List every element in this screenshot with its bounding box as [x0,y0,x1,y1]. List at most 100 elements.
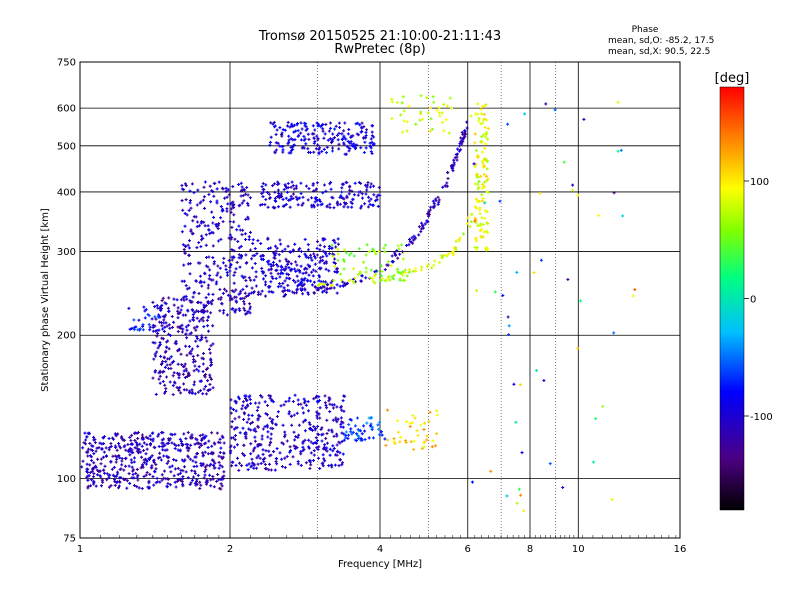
data-point [302,397,306,401]
data-point [307,409,310,413]
data-point [244,261,248,265]
data-point [279,404,283,408]
data-point [128,481,132,485]
data-point [266,404,269,407]
data-point [377,186,381,189]
data-point [296,436,300,439]
data-point [283,204,287,208]
data-point [311,274,315,278]
data-point [143,309,147,313]
data-point [311,268,315,272]
data-point [393,251,397,255]
data-point [181,208,185,212]
data-point [263,456,267,460]
data-point [330,141,333,145]
data-point [307,137,311,141]
data-point [245,398,248,402]
data-point [407,271,411,274]
data-point [202,309,206,313]
data-point [176,448,180,452]
data-point [423,421,426,425]
data-point [475,154,479,157]
data-point [369,146,373,150]
data-point [284,400,288,404]
data-point [474,149,478,152]
data-point [489,469,493,473]
data-point [448,96,452,100]
data-point [416,433,420,437]
data-point [196,473,200,477]
data-point [181,475,185,479]
data-point [219,296,223,299]
data-point [286,120,290,124]
data-point [341,284,345,288]
data-point [566,278,570,281]
data-point [372,135,376,139]
data-point [107,476,111,480]
data-point [313,128,317,132]
data-point [366,205,370,209]
data-point [142,475,146,478]
data-point [220,301,224,305]
data-point [253,439,257,443]
data-point [359,429,362,433]
data-point [158,381,162,385]
data-point [144,462,148,466]
data-point [311,183,315,187]
data-point [252,462,256,466]
data-point [481,182,484,186]
x-tick-label: 16 [674,544,687,555]
data-point [192,358,196,361]
data-point [194,328,198,332]
data-point [535,369,538,372]
data-point [113,454,117,458]
data-point [336,237,340,241]
data-points [80,94,637,513]
data-point [428,106,432,110]
data-point [345,194,349,198]
data-point [82,441,86,445]
data-point [284,196,288,200]
data-point [518,383,522,387]
data-point [299,181,303,185]
data-point [322,147,326,151]
data-point [485,179,489,183]
data-point [340,186,344,190]
data-point [473,205,477,209]
data-point [312,449,316,453]
data-point [480,193,484,197]
data-point [318,146,322,150]
data-point [368,424,372,428]
data-point [284,202,288,206]
data-point [391,260,395,264]
data-point [402,279,405,282]
data-point [144,473,148,477]
data-point [382,246,386,250]
data-point [243,188,247,192]
data-point [114,474,118,478]
data-point [249,248,252,252]
data-point [379,430,383,434]
data-point [340,137,344,141]
data-point [157,328,161,332]
data-point [454,248,458,251]
data-point [211,298,215,302]
data-point [283,183,287,187]
data-point [355,132,359,136]
data-point [319,266,323,270]
data-point [110,467,114,471]
data-point [269,271,273,275]
data-point [307,187,311,191]
data-point [485,221,489,225]
data-point [228,269,232,273]
data-point [117,484,121,488]
data-point [190,433,194,437]
data-point [162,318,166,322]
data-point [426,265,429,268]
data-point [209,200,213,204]
data-point [212,463,215,467]
colorbar [719,86,745,511]
data-point [181,243,185,247]
data-point [482,112,486,116]
data-point [149,442,153,446]
